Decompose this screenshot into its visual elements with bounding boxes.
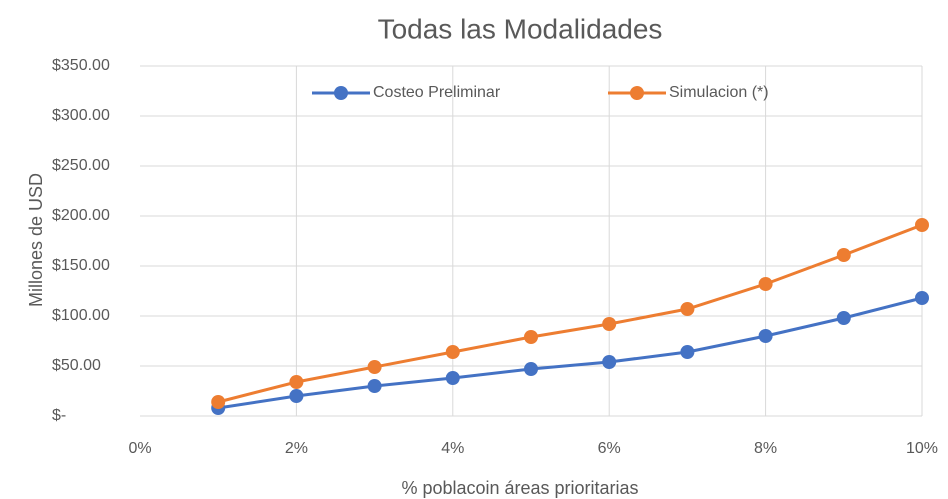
marker bbox=[289, 389, 304, 403]
marker bbox=[915, 218, 929, 232]
marker bbox=[915, 291, 929, 305]
marker bbox=[524, 362, 538, 376]
x-tick-label: 10% bbox=[906, 440, 938, 457]
marker bbox=[289, 375, 304, 389]
y-tick-label: $150.00 bbox=[52, 257, 110, 274]
y-tick-label: $- bbox=[52, 407, 66, 424]
marker bbox=[524, 330, 538, 344]
series-line bbox=[217, 223, 923, 404]
y-tick-label: $250.00 bbox=[52, 157, 110, 174]
chart-title: Todas las Modalidades bbox=[378, 13, 663, 44]
y-axis-label: Millones de USD bbox=[26, 173, 46, 307]
marker bbox=[758, 329, 773, 343]
x-tick-label: 2% bbox=[285, 440, 308, 457]
marker bbox=[602, 355, 617, 369]
y-tick-label: $350.00 bbox=[52, 57, 110, 74]
y-tick-label: $300.00 bbox=[52, 107, 110, 124]
legend-marker bbox=[630, 86, 644, 100]
marker bbox=[211, 395, 226, 409]
marker bbox=[680, 345, 695, 359]
x-tick-label: 8% bbox=[754, 440, 777, 457]
legend-label: Costeo Preliminar bbox=[373, 84, 501, 101]
marker bbox=[445, 371, 460, 385]
marker bbox=[367, 360, 382, 374]
y-tick-label: $100.00 bbox=[52, 307, 110, 324]
legend-marker bbox=[334, 86, 348, 100]
legend-label: Simulacion (*) bbox=[669, 84, 769, 101]
marker bbox=[758, 277, 773, 291]
marker bbox=[836, 248, 851, 262]
y-tick-label: $200.00 bbox=[52, 207, 110, 224]
marker bbox=[680, 302, 695, 316]
x-axis-label: % poblacoin áreas prioritarias bbox=[401, 478, 638, 498]
x-tick-label: 6% bbox=[598, 440, 621, 457]
x-tick-label: 4% bbox=[441, 440, 464, 457]
y-tick-label: $50.00 bbox=[52, 357, 101, 374]
marker bbox=[836, 311, 851, 325]
marker bbox=[445, 345, 460, 359]
marker bbox=[367, 379, 382, 393]
series-line bbox=[217, 296, 923, 410]
x-tick-label: 0% bbox=[128, 440, 151, 457]
marker bbox=[602, 317, 617, 331]
